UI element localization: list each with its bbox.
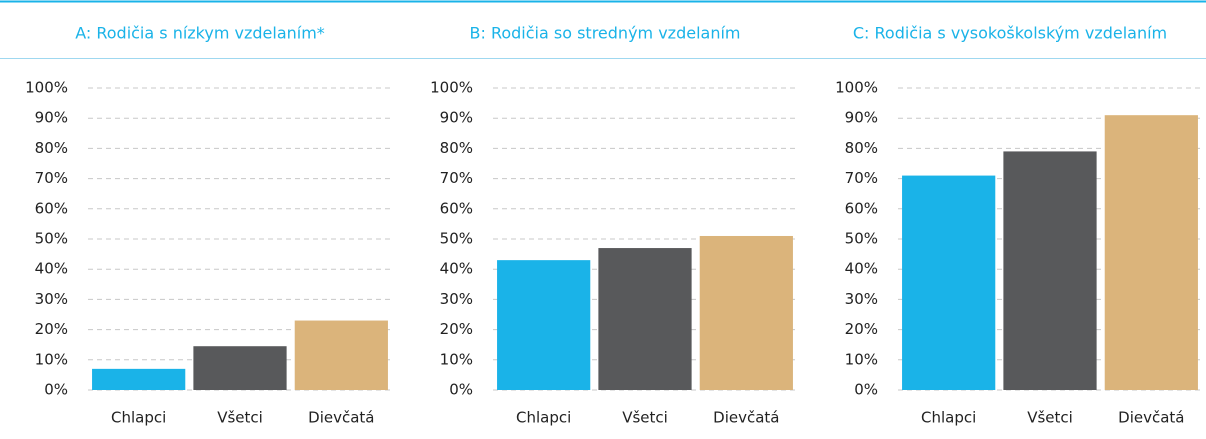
x-tick-label: Chlapci bbox=[921, 409, 976, 427]
y-tick-label: 100% bbox=[835, 79, 878, 97]
y-tick-label: 20% bbox=[440, 320, 473, 338]
bar bbox=[193, 346, 287, 390]
x-tick-label: Všetci bbox=[622, 409, 668, 427]
y-tick-label: 70% bbox=[845, 169, 878, 187]
y-tick-label: 60% bbox=[35, 199, 68, 217]
x-tick-label: Dievčatá bbox=[713, 409, 779, 427]
y-tick-label: 40% bbox=[440, 260, 473, 278]
y-tick-label: 10% bbox=[845, 350, 878, 368]
chart-title: C: Rodičia s vysokoškolským vzdelaním bbox=[853, 24, 1167, 43]
x-tick-label: Dievčatá bbox=[308, 409, 374, 427]
y-tick-label: 70% bbox=[440, 169, 473, 187]
y-tick-label: 0% bbox=[44, 381, 68, 399]
y-tick-label: 30% bbox=[440, 290, 473, 308]
y-tick-label: 20% bbox=[35, 320, 68, 338]
x-tick-label: Všetci bbox=[217, 409, 263, 427]
x-tick-label: Chlapci bbox=[111, 409, 166, 427]
bar bbox=[902, 175, 996, 390]
y-tick-label: 40% bbox=[35, 260, 68, 278]
y-tick-label: 100% bbox=[25, 79, 68, 97]
y-tick-label: 30% bbox=[845, 290, 878, 308]
y-tick-label: 30% bbox=[35, 290, 68, 308]
y-tick-label: 40% bbox=[845, 260, 878, 278]
bar bbox=[598, 248, 692, 390]
y-tick-label: 80% bbox=[845, 139, 878, 157]
y-tick-label: 60% bbox=[845, 199, 878, 217]
bar bbox=[699, 235, 793, 390]
y-tick-label: 100% bbox=[430, 79, 473, 97]
y-tick-label: 50% bbox=[440, 230, 473, 248]
y-tick-label: 50% bbox=[845, 230, 878, 248]
x-tick-label: Chlapci bbox=[516, 409, 571, 427]
x-tick-label: Dievčatá bbox=[1118, 409, 1184, 427]
y-tick-label: 90% bbox=[845, 109, 878, 127]
y-tick-label: 0% bbox=[854, 381, 878, 399]
y-tick-label: 10% bbox=[35, 350, 68, 368]
y-tick-label: 60% bbox=[440, 199, 473, 217]
y-tick-label: 80% bbox=[440, 139, 473, 157]
y-tick-label: 80% bbox=[35, 139, 68, 157]
chart-title: A: Rodičia s nízkym vzdelaním* bbox=[75, 24, 325, 43]
y-tick-label: 0% bbox=[449, 381, 473, 399]
y-tick-label: 70% bbox=[35, 169, 68, 187]
x-tick-label: Všetci bbox=[1027, 409, 1073, 427]
y-tick-label: 20% bbox=[845, 320, 878, 338]
y-tick-label: 10% bbox=[440, 350, 473, 368]
chart-title: B: Rodičia so stredným vzdelaním bbox=[470, 24, 741, 43]
y-tick-label: 90% bbox=[35, 109, 68, 127]
bar bbox=[1003, 151, 1097, 390]
y-tick-label: 90% bbox=[440, 109, 473, 127]
bar bbox=[1104, 115, 1198, 391]
bar bbox=[497, 260, 591, 390]
y-tick-label: 50% bbox=[35, 230, 68, 248]
bar bbox=[92, 368, 186, 390]
bar bbox=[294, 320, 388, 390]
